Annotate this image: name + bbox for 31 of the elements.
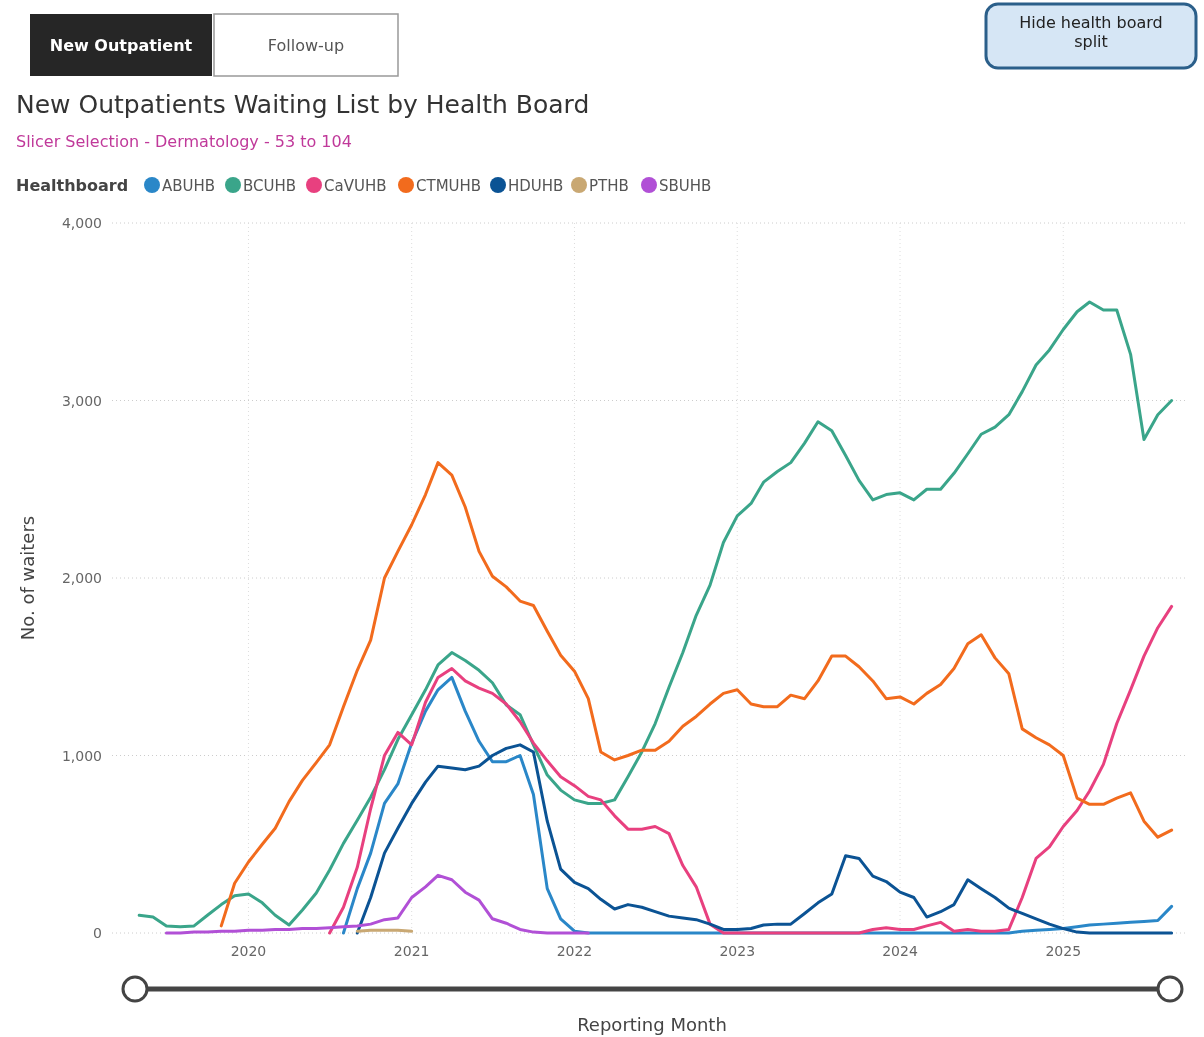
y-tick-label: 2,000: [61, 570, 102, 586]
legend-label: PTHB: [589, 177, 629, 195]
line-series: [355, 743, 1174, 935]
x-axis-title: Reporting Month: [577, 1014, 727, 1035]
x-tick-label: 2024: [882, 943, 918, 959]
y-tick-label: 3,000: [61, 392, 102, 409]
text: New Outpatient: [49, 36, 193, 55]
legend-label: ABUHB: [162, 177, 216, 195]
text: Hide health board split: [1019, 13, 1163, 51]
text: Follow-up: [267, 36, 345, 55]
y-tick-label: 4,000: [61, 215, 102, 231]
y-tick-label: 0: [93, 925, 102, 941]
line-series: [137, 300, 1174, 929]
chart-subtitle: Slicer Selection - Dermatology - 53 to 104: [16, 132, 352, 151]
x-tick-label: 2021: [393, 943, 430, 959]
legend-title: Healthboard: [16, 176, 129, 195]
x-tick-label: 2025: [1045, 943, 1082, 959]
y-axis-title: No. of waiters: [17, 515, 38, 641]
y-tick-label: 1,000: [61, 747, 102, 764]
legend-label: SBUHB: [659, 177, 712, 195]
x-tick-label: 2020: [230, 943, 267, 959]
x-tick-label: 2023: [719, 943, 756, 959]
legend-label: HDUHB: [508, 177, 564, 195]
legend-label: CTMUHB: [416, 177, 482, 195]
line-series: [328, 604, 1174, 935]
legend-label: CaVUHB: [324, 177, 387, 195]
line-series: [219, 461, 1174, 928]
legend-label: BCUHB: [243, 177, 297, 195]
chart-title: New Outpatients Waiting List by Health Board: [16, 90, 590, 119]
line-series: [164, 873, 590, 935]
x-tick-label: 2022: [556, 943, 593, 959]
